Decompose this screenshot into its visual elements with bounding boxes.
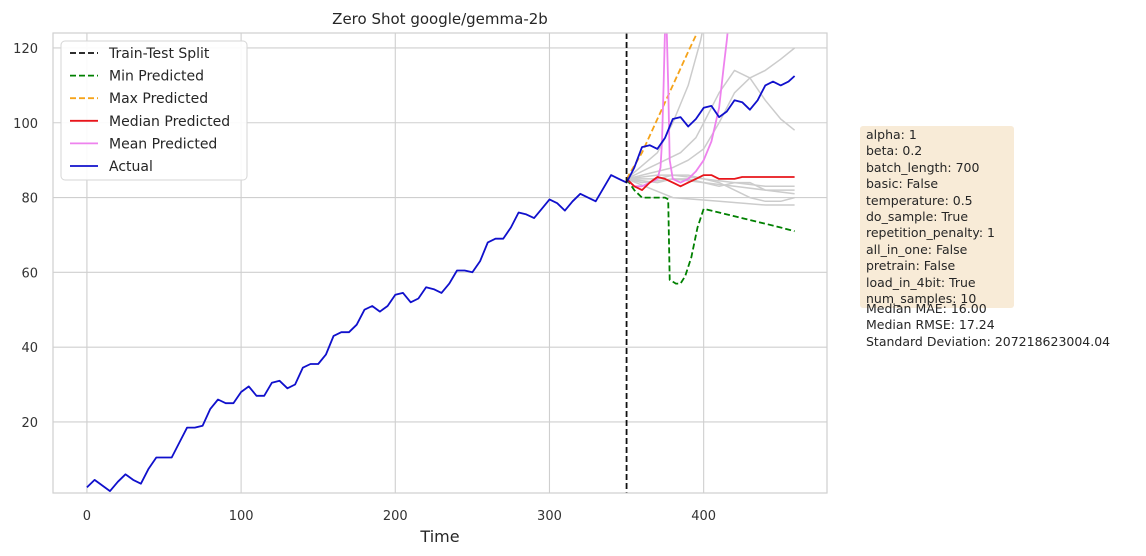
y-tick-label: 20 [21, 416, 38, 431]
y-tick-label: 120 [13, 42, 38, 57]
legend-label: Train-Test Split [108, 46, 210, 62]
median-rmse: Median RMSE: 17.24 [866, 317, 995, 333]
series-line-sample-4 [626, 47, 796, 180]
chart-title: Zero Shot google/gemma-2b [332, 10, 548, 28]
parameter-line: batch_length: 700 [866, 159, 980, 175]
parameters-text: alpha: 1 beta: 0.2 batch_length: 700 basic:… [866, 127, 995, 307]
plot-frame [52, 32, 828, 494]
y-tick-label: 40 [21, 341, 38, 356]
x-tick-label: 200 [383, 509, 408, 524]
parameter-line: alpha: 1 [866, 127, 917, 142]
series-line-actual [86, 75, 796, 493]
parameter-line: do_sample: True [866, 209, 969, 225]
x-tick-label: 400 [691, 509, 716, 524]
parameter-line: temperature: 0.5 [866, 192, 973, 208]
parameter-line: basic: False [866, 176, 939, 192]
metrics-text: Median MAE: 16.00 Median RMSE: 17.24 Sta… [866, 301, 1110, 350]
y-tick-label: 80 [21, 192, 38, 207]
median-mae: Median MAE: 16.00 [866, 301, 987, 316]
legend-label: Actual [109, 159, 153, 175]
legend-label: Min Predicted [109, 69, 204, 85]
series-line-sample-1 [626, 178, 795, 206]
x-tick-label: 0 [83, 509, 91, 524]
x-axis-ticks: 0 100 200 300 400 [83, 509, 716, 524]
y-axis-ticks: 20 40 60 80 100 120 [13, 42, 38, 431]
parameter-line: load_in_4bit: True [866, 274, 976, 290]
parameters-box [860, 126, 1014, 308]
y-tick-label: 60 [21, 266, 38, 281]
x-axis-label: Time [419, 527, 459, 546]
x-tick-label: 300 [537, 509, 562, 524]
series-line-median-predicted [625, 174, 795, 192]
legend-box [60, 40, 248, 181]
series-line-sample-8 [626, 178, 795, 195]
series-line-sample-5 [626, 69, 796, 180]
legend: Train-Test Split Min Predicted Max Predict… [60, 40, 248, 181]
legend-label: Median Predicted [109, 114, 230, 130]
y-tick-label: 100 [13, 117, 38, 132]
x-tick-label: 100 [229, 509, 254, 524]
series-line-sample-7 [626, 174, 795, 203]
series-layer [86, 33, 796, 493]
parameter-line: pretrain: False [866, 258, 956, 274]
series-line-max-predicted [625, 33, 699, 180]
legend-label: Max Predicted [109, 91, 208, 107]
parameter-line: num_samples: 10 [866, 291, 977, 307]
legend-label: Mean Predicted [109, 136, 217, 152]
standard-deviation: Standard Deviation: 207218623004.04 [866, 333, 1111, 349]
series-line-sample-6 [626, 33, 703, 180]
parameter-line: all_in_one: False [866, 241, 968, 257]
series-line-min-predicted [625, 178, 795, 285]
parameter-line: beta: 0.2 [866, 143, 923, 159]
parameter-line: repetition_penalty: 1 [866, 225, 995, 241]
